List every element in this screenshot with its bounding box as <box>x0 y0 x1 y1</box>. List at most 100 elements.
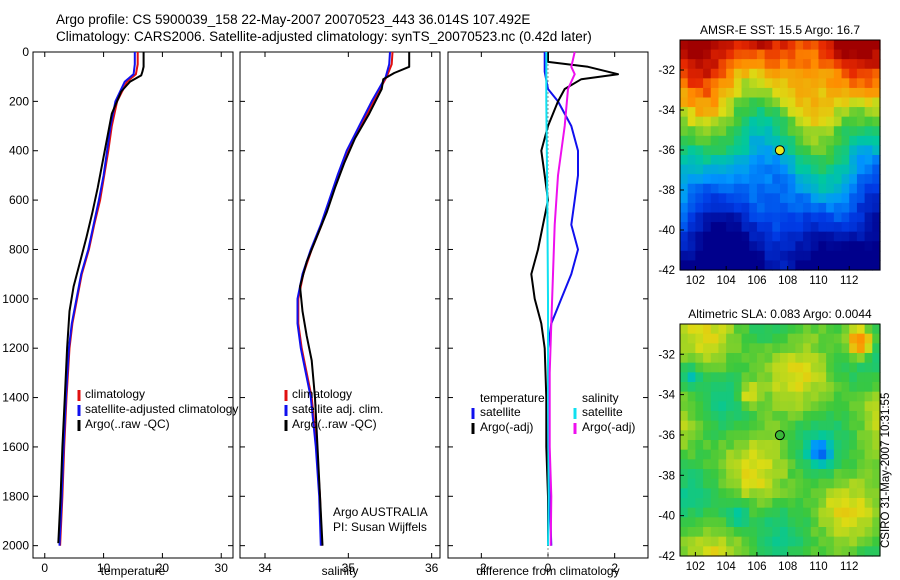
heatmap-cell <box>856 155 866 166</box>
heatmap-cell <box>703 135 712 147</box>
heatmap-cell <box>764 49 773 60</box>
heatmap-cell <box>726 126 735 137</box>
legend-entry-3: Argo(..raw -QC) <box>292 417 377 431</box>
heatmap-cell <box>833 107 843 118</box>
heatmap-cell <box>856 250 866 262</box>
heatmap-cell <box>795 517 804 528</box>
heatmap-cell <box>833 440 843 451</box>
heatmap-cell <box>818 174 827 185</box>
heatmap-cell <box>818 231 827 242</box>
heatmap-cell <box>680 78 689 89</box>
heatmap-cell <box>749 353 758 364</box>
heatmap-cell <box>710 202 720 214</box>
heatmap-cell <box>695 488 704 499</box>
heatmap-cell <box>864 164 873 175</box>
heatmap-cell <box>756 401 766 412</box>
heatmap-cell <box>764 343 773 354</box>
heatmap-cell <box>864 391 873 402</box>
heatmap-cell <box>872 202 881 214</box>
heatmap-cell <box>833 488 843 499</box>
heatmap-cell <box>856 449 866 460</box>
x-tick-label: 110 <box>809 275 827 287</box>
heatmap-cell <box>764 459 773 470</box>
legend-entry-3: Argo(..raw -QC) <box>85 417 170 431</box>
heatmap-cell <box>818 78 827 89</box>
heatmap-cell <box>849 324 858 335</box>
heatmap-cell <box>872 401 881 412</box>
heatmap-cell <box>818 391 827 402</box>
heatmap-cell <box>726 212 735 223</box>
x-tick-label: 30 <box>215 561 229 575</box>
heatmap-cell <box>864 107 873 118</box>
heatmap-cell <box>741 97 750 108</box>
heatmap-cell <box>872 193 881 204</box>
heatmap-cell <box>841 469 850 480</box>
heatmap-cell <box>710 116 720 127</box>
heatmap-cell <box>780 174 789 185</box>
heatmap-cell <box>833 420 843 431</box>
heatmap-cell <box>795 183 804 194</box>
heatmap-cell <box>818 362 827 373</box>
heatmap-cell <box>787 107 796 118</box>
heatmap-cell <box>703 49 712 60</box>
heatmap-cell <box>687 372 696 383</box>
heatmap-cell <box>795 174 804 185</box>
heatmap-cell <box>680 391 689 402</box>
heatmap-cell <box>780 222 789 233</box>
heatmap-cell <box>864 488 873 499</box>
heatmap-cell <box>826 135 835 147</box>
heatmap-cell <box>841 459 850 470</box>
heatmap-cell <box>810 382 820 393</box>
heatmap-cell <box>826 469 835 480</box>
heatmap-cell <box>687 333 696 344</box>
heatmap-cell <box>841 430 850 441</box>
heatmap-cell <box>772 507 781 518</box>
heatmap-cell <box>756 193 766 204</box>
heatmap-cell <box>741 372 750 383</box>
heatmap-cell <box>772 440 781 451</box>
heatmap-cell <box>803 87 812 99</box>
heatmap-cell <box>733 107 743 118</box>
heatmap-cell <box>733 517 743 528</box>
heatmap-cell <box>733 145 743 156</box>
heatmap-cell <box>787 507 796 518</box>
heatmap-cell <box>841 87 850 99</box>
heatmap-cell <box>749 250 758 262</box>
heatmap-cell <box>826 145 835 156</box>
heatmap-cell <box>726 401 735 412</box>
heatmap-cell <box>749 517 758 528</box>
heatmap-cell <box>849 459 858 470</box>
heatmap-cell <box>718 241 727 252</box>
heatmap-cell <box>710 68 720 79</box>
heatmap-cell <box>772 202 781 214</box>
heatmap-cell <box>703 116 712 127</box>
heatmap-cell <box>687 202 696 214</box>
heatmap-cell <box>780 411 789 422</box>
heatmap-cell <box>733 193 743 204</box>
heatmap-cell <box>695 202 704 214</box>
heatmap-cell <box>864 459 873 470</box>
heatmap-cell <box>787 145 796 156</box>
series-line-argo-raw-qc- <box>299 52 411 546</box>
heatmap-cell <box>795 40 804 51</box>
heatmap-cell <box>764 40 773 51</box>
heatmap-cell <box>733 333 743 344</box>
heatmap-cell <box>818 488 827 499</box>
heatmap-cell <box>872 49 881 60</box>
heatmap-cell <box>810 126 820 137</box>
heatmap-cell <box>833 59 843 70</box>
heatmap-cell <box>826 362 835 373</box>
heatmap-cell <box>787 411 796 422</box>
heatmap-cell <box>772 420 781 431</box>
heatmap-cell <box>803 49 812 60</box>
heatmap-cell <box>826 222 835 233</box>
heatmap-cell <box>764 546 773 557</box>
heatmap-cell <box>756 449 766 460</box>
heatmap-cell <box>780 241 789 252</box>
heatmap-cell <box>780 260 789 271</box>
heatmap-cell <box>856 212 866 223</box>
heatmap-cell <box>687 116 696 127</box>
heatmap-cell <box>795 343 804 354</box>
heatmap-cell <box>741 527 750 538</box>
heatmap-cell <box>680 401 689 412</box>
